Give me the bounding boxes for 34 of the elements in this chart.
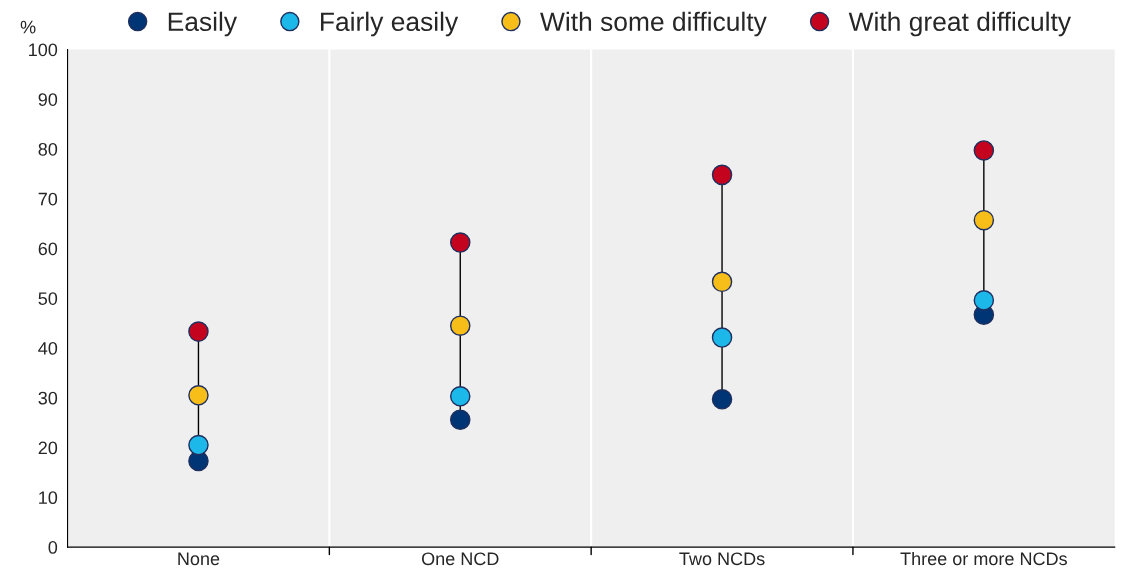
y-tick-label: 10 — [39, 491, 58, 505]
point — [973, 140, 995, 161]
y-tick-label: 30 — [38, 391, 58, 405]
point — [188, 434, 209, 456]
legend-label: With great difficulty — [848, 11, 1072, 37]
y-tick-label: 0 — [48, 541, 58, 554]
x-tick-label: Two NCDs — [679, 552, 765, 566]
x-tick-label: Three or more NCDs — [900, 551, 1067, 566]
point — [188, 385, 209, 406]
point — [449, 386, 471, 407]
point — [188, 321, 209, 342]
legend-label: Easily — [168, 11, 238, 37]
point — [711, 164, 733, 186]
y-axis-title: % — [20, 20, 36, 34]
y-tick-label: 80 — [38, 142, 58, 156]
y-tick-label: 60 — [38, 242, 58, 256]
point — [711, 271, 733, 293]
legend-label: Fairly easily — [321, 11, 459, 37]
y-tick-label: 20 — [38, 441, 58, 455]
legend-label: With some difficulty — [540, 11, 767, 37]
y-tick-label: 100 — [29, 43, 58, 57]
y-tick-label: 50 — [38, 292, 58, 305]
point — [711, 389, 733, 410]
point — [973, 209, 995, 231]
y-tick-label: 70 — [38, 192, 58, 206]
point — [449, 315, 471, 336]
y-tick-label: 40 — [38, 341, 58, 355]
x-tick-label: One NCD — [421, 552, 499, 566]
point — [973, 289, 995, 311]
point — [449, 409, 471, 430]
y-tick-label: 90 — [38, 93, 58, 106]
x-tick-label: None — [178, 552, 220, 566]
point — [711, 327, 733, 348]
point — [449, 232, 471, 253]
